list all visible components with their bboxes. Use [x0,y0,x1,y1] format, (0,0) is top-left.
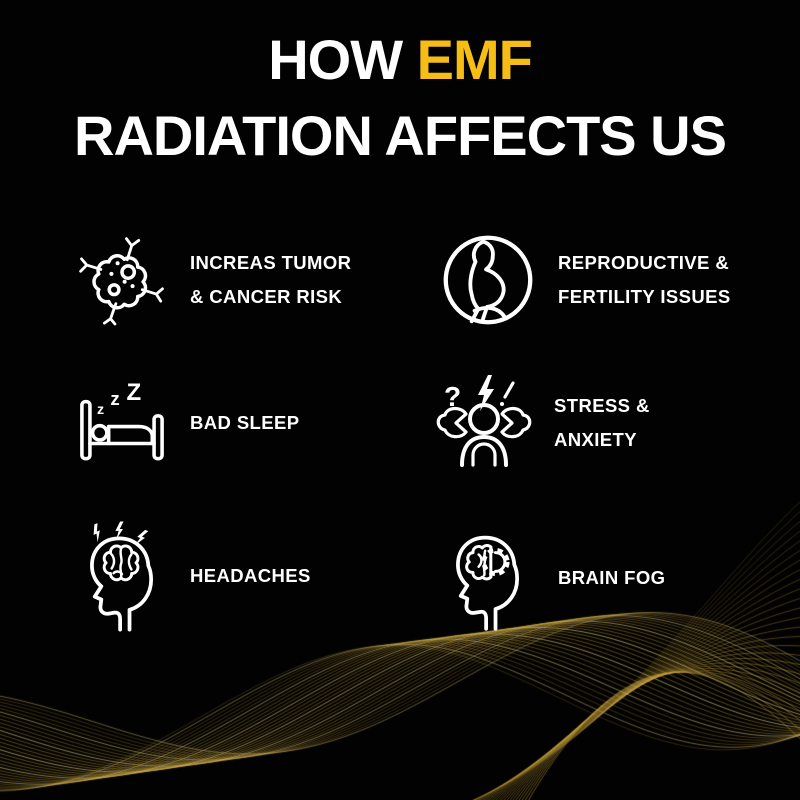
effect-item-headaches: HEADACHES [72,508,311,644]
effect-label: BAD SLEEP [190,406,299,440]
svg-text:Z: Z [126,379,141,406]
sleeping-bed-icon: z z Z [72,373,172,473]
brain-fog-head-icon [432,522,544,634]
svg-text:z: z [110,388,119,409]
effect-item-stress: ? STRESS & ANXIETY [428,357,650,489]
effect-label: BRAIN FOG [558,561,665,595]
effect-label-line: INCREAS TUMOR [190,252,352,273]
title-line-1: HOW EMF [0,22,800,98]
pregnant-woman-icon [432,232,544,328]
effect-label: HEADACHES [190,559,311,593]
effect-label-line: BRAIN FOG [558,567,666,588]
stressed-person-icon: ? [428,371,540,475]
effect-label-line: FERTILITY ISSUES [558,286,731,307]
effect-label: REPRODUCTIVE & FERTILITY ISSUES [558,246,731,314]
svg-text:?: ? [444,381,461,412]
effect-item-brainfog: BRAIN FOG [432,510,665,646]
effect-label-line: & CANCER RISK [190,286,343,307]
effect-item-tumor: INCREAS TUMOR & CANCER RISK [72,214,351,346]
title-word-emf: EMF [416,28,533,91]
headache-head-icon [72,517,172,635]
effect-label-line: ANXIETY [554,429,637,450]
effect-label-line: HEADACHES [190,565,311,586]
cancer-cell-icon [72,225,172,335]
effect-label-line: REPRODUCTIVE & [558,252,730,273]
effect-item-sleep: z z Z BAD SLEEP [72,357,299,489]
effect-item-fertility: REPRODUCTIVE & FERTILITY ISSUES [432,214,731,346]
svg-text:z: z [97,402,104,418]
effect-label-line: STRESS & [554,395,650,416]
effect-label: STRESS & ANXIETY [554,389,650,457]
effect-label-line: BAD SLEEP [190,412,300,433]
title-line-2: RADIATION AFFECTS US [74,104,727,167]
effect-label: INCREAS TUMOR & CANCER RISK [190,246,351,314]
page-title: HOW EMF RADIATION AFFECTS US [0,22,800,174]
gold-wave-decoration [0,470,800,800]
title-word-how: HOW [268,28,403,91]
